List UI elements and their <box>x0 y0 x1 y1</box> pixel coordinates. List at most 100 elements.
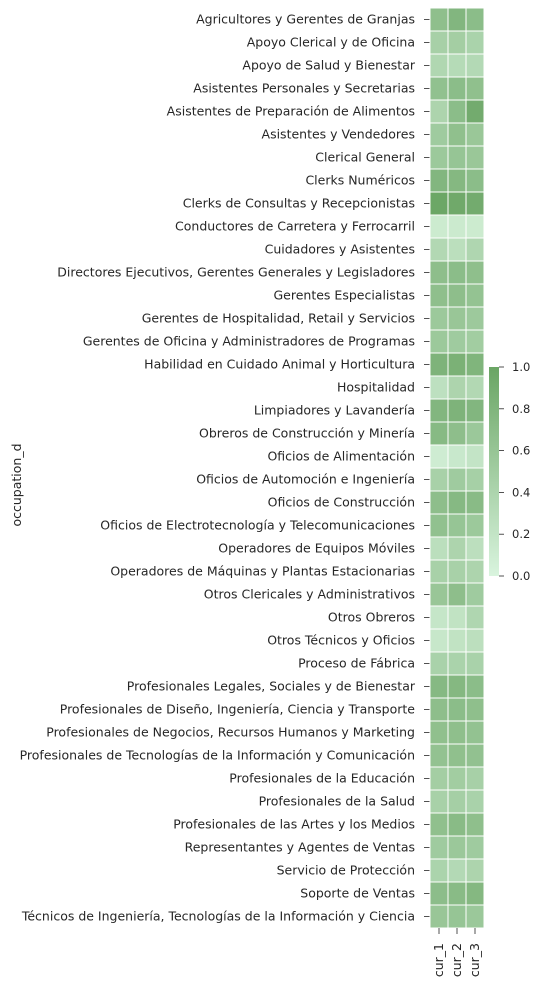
heatmap-cell <box>465 260 485 285</box>
heatmap-cell <box>447 628 467 653</box>
colorbar-tick-label: 0.4 <box>512 485 530 499</box>
y-axis-label: occupation_d <box>9 443 24 526</box>
heatmap-cell <box>465 536 485 561</box>
heatmap-cell <box>429 881 449 906</box>
row-label: Profesionales de las Artes y los Medios <box>173 817 415 832</box>
heatmap-cell <box>429 329 449 354</box>
row-label: Asistentes y Vendedores <box>262 127 415 142</box>
row-label: Apoyo de Salud y Bienestar <box>242 58 415 73</box>
colorbar-tick-label: 1.0 <box>512 360 530 374</box>
heatmap-cell <box>429 76 449 101</box>
heatmap-cell <box>465 76 485 101</box>
row-label: Obreros de Construcción y Minería <box>199 426 415 441</box>
colorbar-tick-label: 0.0 <box>512 569 530 583</box>
heatmap-cell <box>429 559 449 584</box>
heatmap-cell <box>465 720 485 745</box>
heatmap-cell <box>465 237 485 262</box>
heatmap-cell <box>429 835 449 860</box>
row-label: Directores Ejecutivos, Gerentes Generale… <box>57 265 415 280</box>
row-label: Oficios de Automoción e Ingeniería <box>196 472 415 487</box>
heatmap-cell <box>465 375 485 400</box>
heatmap-cell <box>465 835 485 860</box>
heatmap-cell <box>429 214 449 239</box>
heatmap-cell <box>447 30 467 55</box>
heatmap-cell <box>447 651 467 676</box>
heatmap-cell <box>429 513 449 538</box>
heatmap-cell <box>447 191 467 216</box>
heatmap-cell <box>429 858 449 883</box>
row-label: Técnicos de Ingeniería, Tecnologías de l… <box>21 909 415 924</box>
heatmap-cell <box>465 53 485 78</box>
colorbar-ticks: 0.0 0.2 0.4 0.6 0.8 1.0 <box>499 360 530 583</box>
heatmap-cell <box>465 697 485 722</box>
heatmap-cell <box>465 904 485 929</box>
row-label: Limpiadores y Lavandería <box>254 403 415 418</box>
heatmap-cell <box>429 766 449 791</box>
row-label: Profesionales Legales, Sociales y de Bie… <box>127 679 416 694</box>
heatmap-cell <box>465 122 485 147</box>
row-label: Gerentes de Hospitalidad, Retail y Servi… <box>142 311 415 326</box>
heatmap-cell <box>465 306 485 331</box>
heatmap-cell <box>465 30 485 55</box>
heatmap-cell <box>465 513 485 538</box>
row-label: Profesionales de Diseño, Ingeniería, Cie… <box>60 702 416 717</box>
heatmap-cell <box>429 651 449 676</box>
heatmap-cell <box>447 536 467 561</box>
heatmap-cell <box>447 720 467 745</box>
heatmap-cell <box>429 789 449 814</box>
row-label: Habilidad en Cuidado Animal y Horticultu… <box>144 357 415 372</box>
heatmap-cell <box>465 329 485 354</box>
row-label: Profesionales de la Salud <box>259 794 415 809</box>
heatmap-cell <box>465 881 485 906</box>
heatmap-cell <box>447 352 467 377</box>
heatmap-cell <box>429 536 449 561</box>
heatmap-cell <box>429 260 449 285</box>
row-label: Profesionales de Negocios, Recursos Huma… <box>46 725 415 740</box>
heatmap-cell <box>465 490 485 515</box>
row-label: Apoyo Clerical y de Oficina <box>247 35 415 50</box>
colorbar <box>489 367 499 576</box>
row-label: Representantes y Agentes de Ventas <box>185 840 415 855</box>
heatmap-cell <box>465 467 485 492</box>
heatmap-cell <box>447 53 467 78</box>
heatmap-cell <box>465 191 485 216</box>
heatmap-cell <box>447 697 467 722</box>
heatmap-cell <box>465 99 485 124</box>
heatmap-cell <box>447 858 467 883</box>
heatmap-cell <box>429 145 449 170</box>
heatmap-cell <box>447 122 467 147</box>
heatmap-cell <box>429 237 449 262</box>
heatmap-cell <box>429 720 449 745</box>
column-label: cur_3 <box>467 943 482 977</box>
heatmap-cell <box>465 582 485 607</box>
heatmap-cell <box>447 513 467 538</box>
row-label: Gerentes Especialistas <box>273 288 415 303</box>
heatmap-cell <box>465 674 485 699</box>
row-label: Asistentes Personales y Secretarias <box>193 81 415 96</box>
row-label: Soporte de Ventas <box>300 886 415 901</box>
heatmap-cell <box>465 283 485 308</box>
row-label: Gerentes de Oficina y Administradores de… <box>83 334 415 349</box>
heatmap-cell <box>447 467 467 492</box>
row-label: Profesionales de Tecnologías de la Infor… <box>20 748 415 763</box>
heatmap-cell <box>465 605 485 630</box>
heatmap-cell <box>447 490 467 515</box>
row-label: Agricultores y Gerentes de Granjas <box>196 12 415 27</box>
heatmap-cell <box>429 467 449 492</box>
heatmap-cell <box>465 789 485 814</box>
heatmap-cell <box>447 375 467 400</box>
row-label: Cuidadores y Asistentes <box>265 242 415 257</box>
heatmap-cell <box>465 421 485 446</box>
heatmap-cell <box>447 766 467 791</box>
row-label: Conductores de Carretera y Ferrocarril <box>175 219 415 234</box>
row-label: Oficios de Alimentación <box>267 449 415 464</box>
heatmap-cell <box>465 651 485 676</box>
heatmap-cell <box>429 306 449 331</box>
heatmap-cell <box>429 352 449 377</box>
heatmap-cell <box>429 490 449 515</box>
heatmap-cell <box>465 7 485 32</box>
row-label: Asistentes de Preparación de Alimentos <box>167 104 415 119</box>
heatmap-cell <box>429 421 449 446</box>
heatmap-cell <box>465 214 485 239</box>
